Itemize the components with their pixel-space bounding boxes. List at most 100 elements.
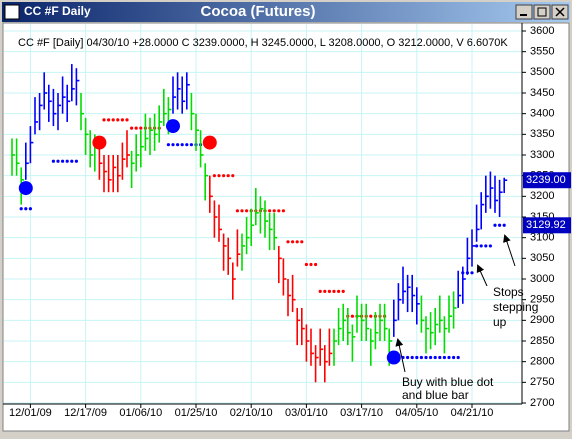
y-tick-label: 3500	[530, 66, 554, 78]
stop-dot	[166, 143, 170, 147]
stop-dot	[309, 262, 313, 267]
stop-dot	[185, 143, 189, 147]
stop-dot	[498, 223, 502, 227]
stop-dot	[350, 314, 354, 318]
x-tick-label: 03/17/10	[340, 407, 383, 419]
stop-dot	[429, 355, 433, 360]
y-tick-label: 3050	[530, 252, 554, 264]
stop-dot	[337, 289, 341, 293]
stop-dot	[332, 289, 336, 293]
stop-dot	[277, 209, 281, 213]
y-tick-label: 3100	[530, 232, 554, 244]
stop-dot	[419, 355, 423, 360]
x-tick-label: 12/17/09	[64, 407, 107, 419]
stop-dot	[231, 174, 235, 178]
stop-dot	[323, 289, 327, 293]
stop-dot	[180, 143, 184, 147]
stop-dot	[61, 159, 65, 163]
annotation: stepping	[493, 300, 538, 314]
stop-dot	[281, 209, 285, 213]
annotation: Buy with blue dot	[402, 375, 494, 389]
stop-dot	[484, 244, 488, 248]
stop-dot	[493, 223, 497, 227]
annotation-arrow	[395, 338, 406, 373]
x-tick-label: 02/10/10	[230, 407, 273, 419]
annotation-arrow	[503, 234, 516, 267]
stop-dot	[139, 126, 143, 130]
x-tick-label: 04/05/10	[395, 407, 438, 419]
stop-dot	[74, 159, 78, 163]
stop-dot	[369, 314, 373, 318]
signal-dot	[386, 350, 401, 365]
title-bar	[2, 2, 570, 22]
stop-dot	[107, 118, 111, 122]
stop-dot	[51, 159, 56, 163]
stop-dot	[217, 174, 221, 178]
y-tick-label: 3400	[530, 108, 554, 120]
stop-dot	[304, 262, 308, 267]
stop-dot	[24, 207, 28, 211]
stop-dot	[125, 118, 129, 122]
stop-dot	[314, 262, 318, 267]
stop-dot	[286, 240, 290, 244]
stop-dot	[268, 209, 272, 213]
y-tick-label: 3350	[530, 128, 554, 140]
stop-dot	[318, 289, 322, 293]
stop-dot	[341, 289, 345, 293]
x-tick-label: 03/01/10	[285, 407, 328, 419]
stop-dot	[502, 223, 506, 227]
stop-dot	[65, 159, 69, 163]
y-tick-label: 2900	[530, 314, 554, 326]
window-buttons[interactable]	[515, 4, 569, 20]
stop-dot	[475, 244, 479, 248]
stop-dot	[442, 355, 446, 360]
stop-dot	[171, 143, 175, 147]
y-tick-label: 3200	[530, 190, 554, 202]
x-tick-label: 01/06/10	[119, 407, 162, 419]
app-icon	[4, 4, 20, 20]
stop-dot	[433, 355, 437, 360]
stop-dot	[470, 271, 474, 275]
stop-dot	[479, 244, 483, 248]
chart-title: Cocoa (Futures)	[200, 3, 315, 20]
stop-dot	[245, 209, 249, 213]
stop-dot	[240, 209, 244, 213]
stop-dot	[176, 143, 180, 147]
stop-dot	[410, 355, 414, 360]
stop-dot	[235, 209, 239, 213]
stop-dot	[424, 355, 428, 360]
y-tick-label: 2800	[530, 356, 554, 368]
stop-dot	[327, 289, 331, 293]
y-tick-label: 2950	[530, 294, 554, 306]
stop-dot	[134, 126, 138, 130]
stop-dot	[291, 240, 295, 244]
stop-dot	[222, 174, 226, 178]
price-label-box	[523, 172, 571, 189]
stop-dot	[56, 159, 60, 163]
annotation: Stops	[493, 285, 524, 299]
price-label: 3239.00	[526, 174, 566, 186]
quote-header: CC #F [Daily] 04/30/10 +28.0000 C 3239.0…	[18, 37, 508, 49]
y-tick-label: 3600	[530, 25, 554, 37]
stop-dot	[70, 159, 74, 163]
window-title: CC #F Daily	[24, 4, 91, 18]
stop-dot	[130, 126, 134, 130]
y-tick-label: 3000	[530, 273, 554, 285]
annotation-arrow	[476, 264, 488, 287]
price-label: 3129.92	[526, 219, 566, 231]
y-tick-label: 2750	[530, 376, 554, 388]
maximize-button[interactable]	[533, 4, 551, 20]
stop-dot	[102, 118, 106, 122]
y-tick-label: 3450	[530, 87, 554, 99]
minimize-button[interactable]	[515, 4, 533, 20]
price-label-box	[523, 217, 571, 234]
y-tick-label: 3300	[530, 149, 554, 161]
signal-dot	[166, 119, 180, 134]
stop-dot	[406, 355, 410, 360]
stop-dot	[488, 244, 492, 248]
stop-dot	[456, 355, 460, 360]
stop-dot	[295, 240, 299, 244]
stop-dot	[120, 118, 124, 122]
